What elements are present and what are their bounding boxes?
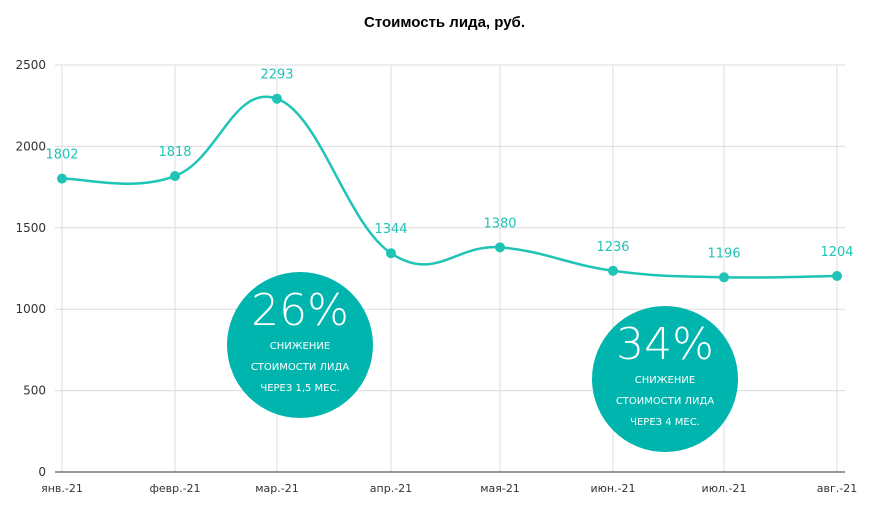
data-point xyxy=(57,173,67,184)
data-label: 1818 xyxy=(158,145,191,160)
data-point xyxy=(608,265,618,276)
annotation-value: 34% xyxy=(616,319,714,370)
annotation-circle-26: 26% СНИЖЕНИЕ СТОИМОСТИ ЛИДА ЧЕРЕЗ 1,5 МЕ… xyxy=(227,272,373,418)
annotation-line: СНИЖЕНИЕ xyxy=(634,375,696,386)
data-label: 1236 xyxy=(596,240,629,255)
x-tick-label: мая-21 xyxy=(480,482,520,495)
x-tick-label: июл.-21 xyxy=(702,482,747,495)
y-tick-label: 500 xyxy=(23,384,46,398)
data-label: 1196 xyxy=(707,246,740,261)
data-point xyxy=(272,93,282,104)
x-tick-label: февр.-21 xyxy=(149,482,200,495)
data-point xyxy=(495,242,505,253)
data-label: 1380 xyxy=(483,216,516,231)
y-tick-label: 2000 xyxy=(15,139,46,153)
y-tick-label: 0 xyxy=(38,465,46,479)
annotation-line: СТОИМОСТИ ЛИДА xyxy=(250,362,350,373)
annotation-line: СТОИМОСТИ ЛИДА xyxy=(615,396,715,407)
annotation-line: СНИЖЕНИЕ xyxy=(269,341,331,352)
data-label: 1204 xyxy=(820,245,853,260)
y-tick-label: 1000 xyxy=(15,302,46,316)
x-tick-label: янв.-21 xyxy=(41,482,83,495)
x-tick-label: июн.-21 xyxy=(590,482,635,495)
annotation-circle-34: 34% СНИЖЕНИЕ СТОИМОСТИ ЛИДА ЧЕРЕЗ 4 МЕС. xyxy=(592,306,738,452)
annotation-line: ЧЕРЕЗ 4 МЕС. xyxy=(630,417,700,428)
annotation-value: 26% xyxy=(251,285,349,336)
x-tick-label: апр.-21 xyxy=(370,482,412,495)
x-tick-label: авг.-21 xyxy=(817,482,857,495)
y-tick-label: 2500 xyxy=(15,58,46,72)
data-point xyxy=(832,270,842,281)
series-line xyxy=(61,95,838,279)
chart-title: Стоимость лида, руб. xyxy=(364,14,525,31)
data-point xyxy=(719,272,729,283)
data-point xyxy=(170,171,180,182)
x-tick-label: мар.-21 xyxy=(255,482,298,495)
data-label: 1344 xyxy=(374,222,407,237)
data-point xyxy=(386,248,396,259)
annotation-line: ЧЕРЕЗ 1,5 МЕС. xyxy=(260,383,340,394)
y-tick-label: 1500 xyxy=(15,221,46,235)
data-label: 2293 xyxy=(260,68,293,83)
data-label: 1802 xyxy=(45,148,78,163)
